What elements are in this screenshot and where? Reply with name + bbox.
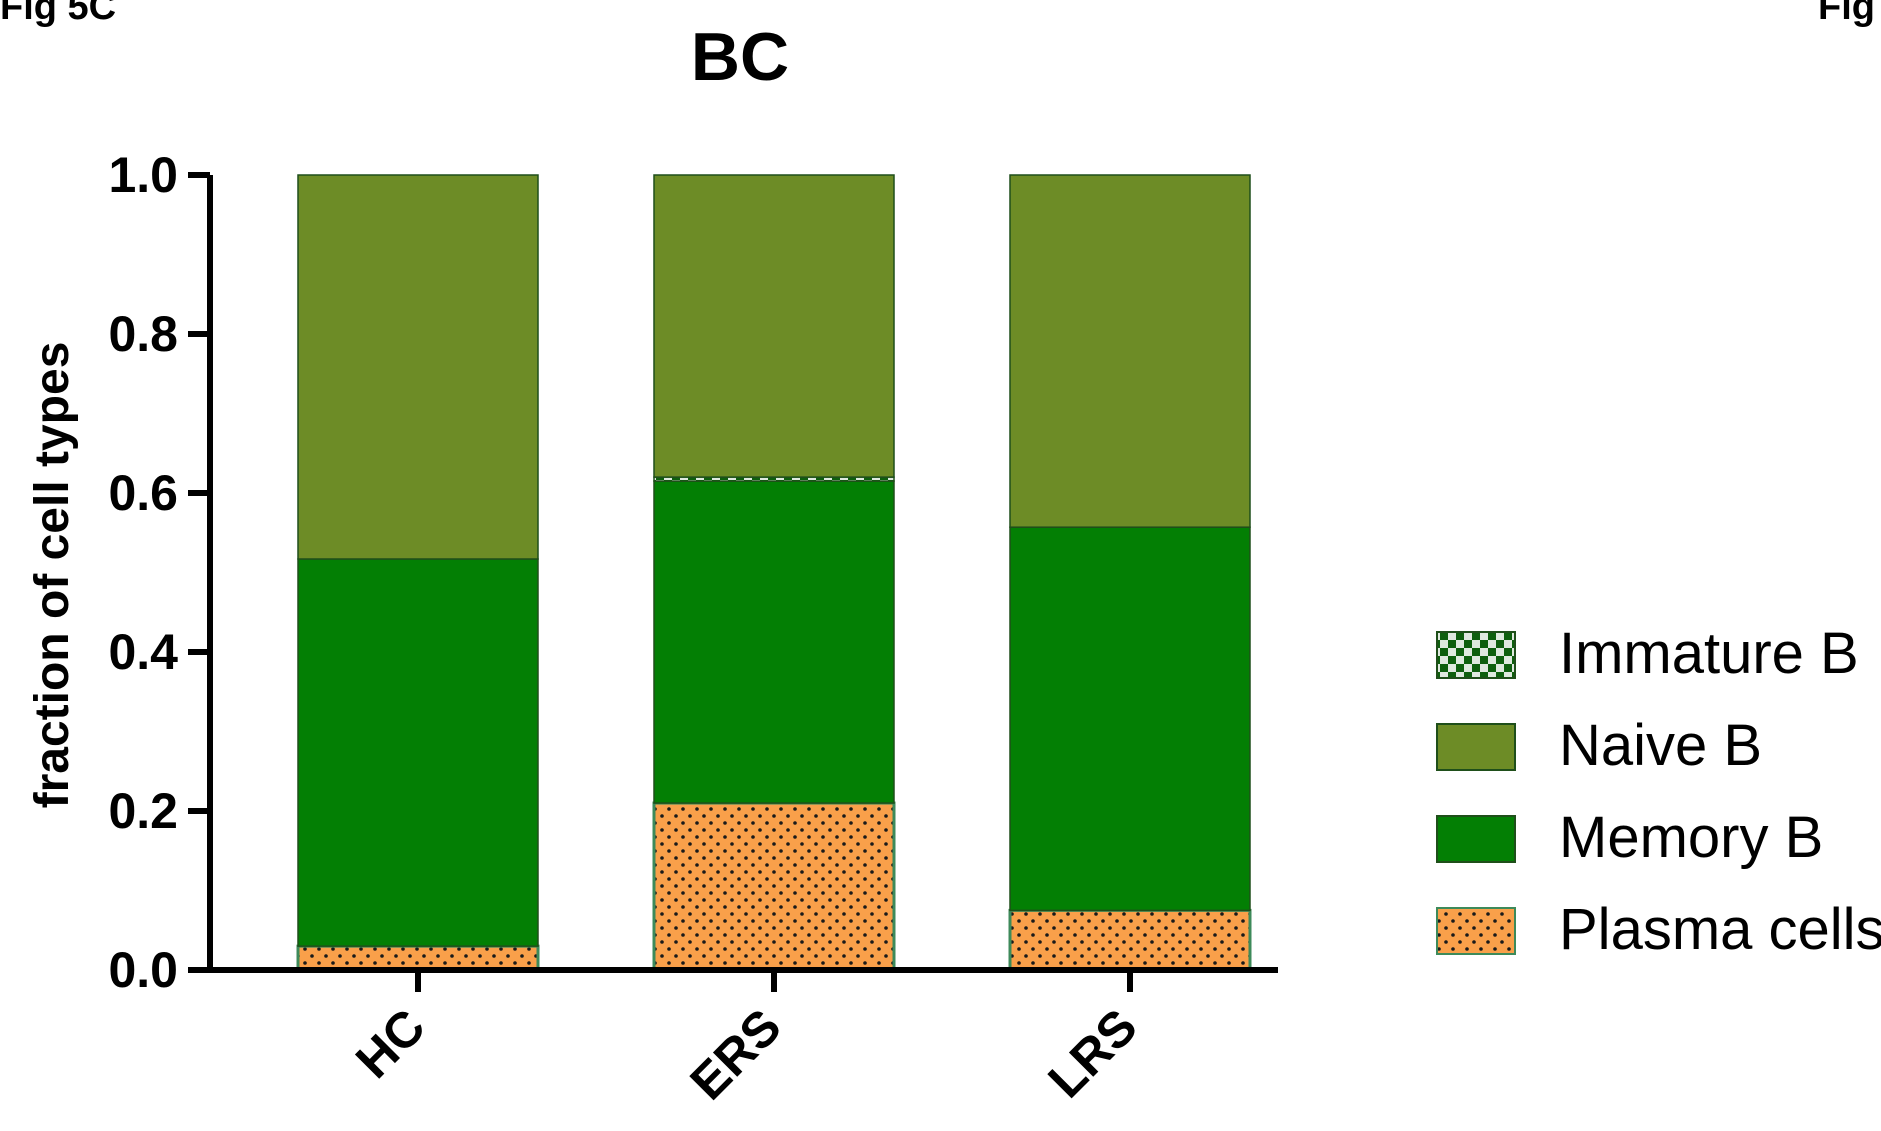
bar-naive-b-ers [653,174,895,478]
bar-naive-b-hc [297,174,539,560]
legend: Immature B Naive B Memory B Plasma cells [1436,621,1881,962]
bars-layer [296,174,1252,972]
bar-plasma-cells-hc [296,944,540,972]
bar-memory-b-hc [297,558,539,947]
legend-label-plasma-cells: Plasma cells [1559,897,1881,962]
figure-label-right: Fig [1818,0,1875,28]
legend-swatch-immature-b [1436,631,1516,679]
legend-swatch-naive-b [1436,723,1516,771]
y-tick-label: 0.8 [108,306,178,362]
y-axis-label: fraction of cell types [26,342,79,809]
bar-memory-b-ers [653,480,895,804]
figure-label-left: Fig 5C [0,0,117,28]
legend-label-memory-b: Memory B [1559,805,1823,870]
legend-label-immature-b: Immature B [1559,621,1859,686]
y-tick-label: 1.0 [108,147,178,203]
y-tick-label: 0.6 [108,465,178,521]
y-tick-label: 0.4 [108,624,178,680]
bar-memory-b-lrs [1009,526,1251,912]
y-tick-label: 0.0 [108,942,178,998]
bar-naive-b-lrs [1009,174,1251,528]
y-tick-label: 0.2 [108,783,178,839]
bar-plasma-cells-ers [652,801,896,972]
legend-swatch-memory-b [1436,815,1516,863]
bar-plasma-cells-lrs [1008,908,1252,972]
chart-title: BC [691,19,789,95]
legend-label-naive-b: Naive B [1559,713,1762,778]
x-tick-label-hc: HC [345,998,436,1089]
legend-swatch-plasma-cells [1436,907,1516,955]
x-tick-label-lrs: LRS [1037,998,1147,1108]
x-tick-label-ers: ERS [679,998,791,1110]
